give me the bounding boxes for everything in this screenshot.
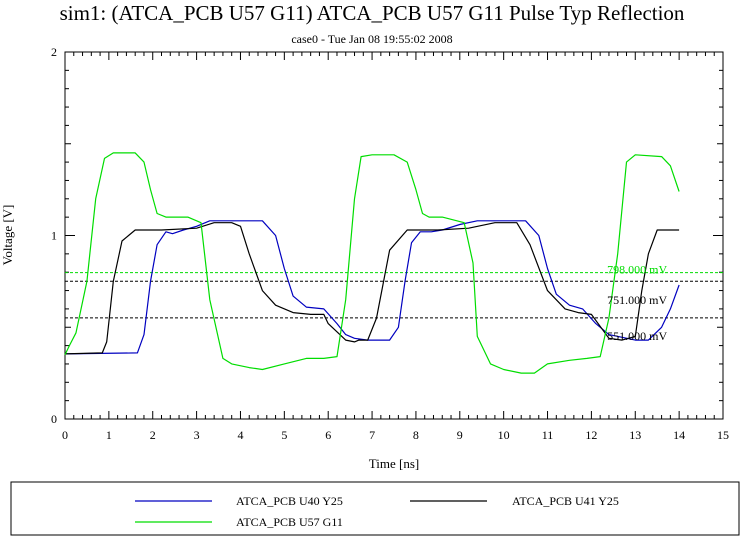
chart-subtitle: case0 - Tue Jan 08 19:55:02 2008 [291,32,452,46]
y-tick-label: 2 [51,45,57,59]
x-tick-label: 3 [194,428,200,442]
chart-title: sim1: (ATCA_PCB U57 G11) ATCA_PCB U57 G1… [60,1,685,25]
y-tick-label: 1 [51,229,57,243]
x-tick-label: 0 [62,428,68,442]
legend-label: ATCA_PCB U40 Y25 [236,494,343,508]
legend-box [10,481,740,536]
x-tick-label: 6 [325,428,331,442]
legend-label: ATCA_PCB U57 G11 [236,515,343,529]
series-line-3 [64,152,680,374]
reference-labels: 798.000 mV 751.000 mV 551.000 mV [607,263,667,343]
x-tick-label: 4 [237,428,243,442]
x-tick-label: 9 [457,428,463,442]
x-tick-label: 1 [106,428,112,442]
x-tick-label: 11 [542,428,554,442]
y-axis-ticks: 0 1 2 [51,45,723,426]
series-line-2 [64,222,680,355]
x-tick-label: 5 [281,428,287,442]
minor-ticks [65,52,723,419]
x-tick-label: 12 [585,428,597,442]
x-tick-label: 15 [717,428,729,442]
y-axis-label: Voltage [V] [0,205,15,266]
series-lines [64,152,680,374]
x-tick-label: 13 [629,428,641,442]
x-tick-label: 14 [673,428,685,442]
reference-label: 751.000 mV [607,293,667,307]
series-line-1 [64,220,680,355]
x-axis-label: Time [ns] [369,456,419,471]
x-axis-ticks: 0 1 2 3 4 5 6 7 8 9 10 11 12 13 14 15 [62,52,729,442]
y-tick-label: 0 [51,412,57,426]
x-tick-label: 2 [150,428,156,442]
reference-label: 798.000 mV [607,263,667,277]
x-tick-label: 7 [369,428,375,442]
reference-label: 551.000 mV [607,329,667,343]
legend-label: ATCA_PCB U41 Y25 [512,494,619,508]
x-tick-label: 10 [498,428,510,442]
x-tick-label: 8 [413,428,419,442]
legend: ATCA_PCB U40 Y25 ATCA_PCB U41 Y25 ATCA_PCB… [135,494,619,529]
